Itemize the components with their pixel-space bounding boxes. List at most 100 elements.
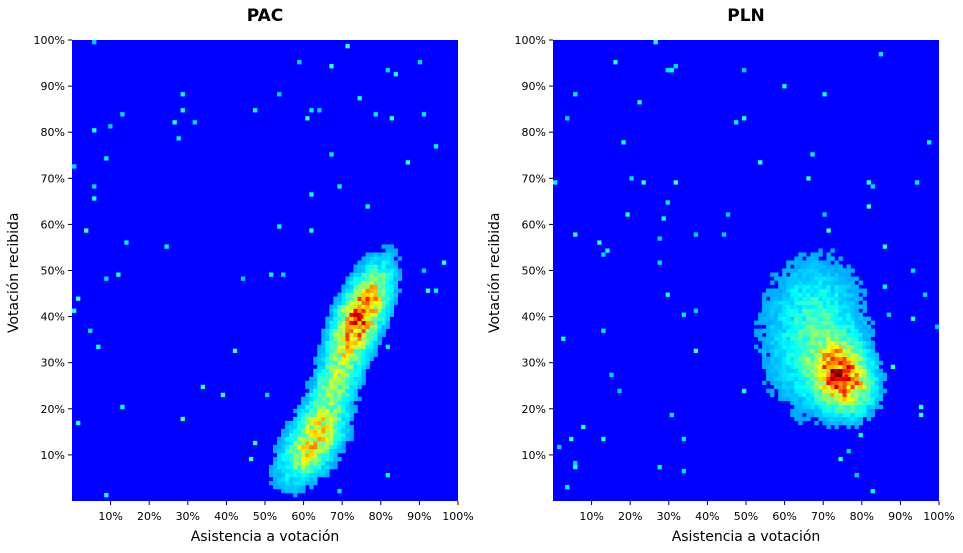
heatmap-cell (826, 228, 831, 233)
peak-cell (844, 374, 849, 379)
heatmap-cell (349, 372, 354, 378)
heatmap-cell (373, 276, 378, 281)
heatmap-cell (369, 352, 374, 357)
heatmap-cell (365, 352, 370, 357)
heatmap-cell (838, 264, 843, 269)
heatmap-cell (834, 360, 839, 366)
heatmap-cell (858, 352, 863, 357)
heatmap-cell (361, 312, 366, 317)
heatmap-cell (786, 264, 791, 269)
heatmap-cell (365, 296, 370, 301)
heatmap-cell (357, 348, 362, 353)
heatmap-cell (301, 404, 306, 410)
heatmap-cell (317, 428, 322, 434)
heatmap-cell (601, 328, 606, 333)
heatmap-cell (790, 324, 795, 329)
heatmap-cell (798, 272, 803, 277)
heatmap-cell (313, 428, 318, 434)
heatmap-cell (373, 264, 378, 269)
heatmap-cell (794, 332, 799, 337)
heatmap-cell (345, 408, 350, 414)
heatmap-cell (369, 328, 374, 333)
heatmap-cell (353, 384, 358, 390)
heatmap-cell (814, 404, 819, 410)
heatmap-cell (862, 300, 867, 305)
y-tick-label: 30% (41, 357, 65, 370)
heatmap-cell (329, 324, 334, 329)
heatmap-cell (762, 380, 767, 386)
heatmap-cell (317, 452, 322, 458)
heatmap-cell (842, 280, 847, 285)
heatmap-cell (858, 412, 863, 418)
heatmap-cell (778, 296, 783, 301)
x-tick-label: 90% (888, 510, 912, 523)
heatmap-cell (830, 284, 835, 289)
heatmap-cell (669, 412, 674, 418)
heatmap-cell (814, 384, 819, 390)
heatmap-cell (818, 388, 823, 394)
heatmap-cell (846, 264, 851, 269)
heatmap-cell (297, 448, 302, 454)
heatmap-cell (778, 396, 783, 402)
heatmap-cell (325, 376, 330, 382)
heatmap-cell (798, 344, 803, 349)
heatmap-cell (373, 332, 378, 337)
heatmap-cell (794, 376, 799, 382)
heatmap-cell (361, 300, 366, 305)
heatmap-cell (361, 368, 366, 374)
heatmap-cell (818, 276, 823, 281)
heatmap-cell (325, 436, 330, 442)
heatmap-cell (345, 416, 350, 422)
heatmap-cell (337, 448, 342, 454)
heatmap-cell (794, 328, 799, 333)
heatmap-cell (830, 408, 835, 414)
heatmap-cell (802, 392, 807, 398)
heatmap-cell (293, 464, 298, 470)
heatmap-cell (830, 356, 835, 361)
heatmap-cell (854, 420, 859, 426)
heatmap-cell (830, 384, 835, 390)
heatmap-cell (798, 364, 803, 370)
heatmap-cell (357, 284, 362, 289)
heatmap-cell (341, 356, 346, 361)
heatmap-cell (846, 364, 851, 370)
heatmap-cell (337, 312, 342, 317)
heatmap-cell (798, 360, 803, 366)
heatmap-cell (858, 392, 863, 398)
heatmap-cell (802, 400, 807, 406)
heatmap-cell (762, 316, 767, 321)
heatmap-cell (325, 424, 330, 430)
heatmap-cell (333, 432, 338, 438)
heatmap-cell (842, 296, 847, 301)
x-tick-label: 80% (369, 510, 393, 523)
heatmap-cell (810, 264, 815, 269)
heatmap-cell (385, 308, 390, 313)
heatmap-cell (810, 384, 815, 390)
y-axis-label: Votación recibida (487, 212, 503, 334)
heatmap-cell (305, 412, 310, 418)
heatmap-cell (293, 420, 298, 426)
heatmap-cell (369, 324, 374, 329)
heatmap-cell (329, 344, 334, 349)
heatmap-cell (317, 432, 322, 438)
heatmap-cell (778, 344, 783, 349)
heatmap-cell (341, 444, 346, 450)
heatmap-cell (826, 404, 831, 410)
heatmap-cell (838, 372, 843, 378)
heatmap-cell (842, 344, 847, 349)
heatmap-cell (333, 464, 338, 470)
heatmap-cell (842, 400, 847, 406)
heatmap-cell (846, 372, 851, 378)
heatmap-cell (341, 304, 346, 309)
heatmap-cell (329, 404, 334, 410)
heatmap-cell (758, 316, 763, 321)
heatmap-cell (365, 328, 370, 333)
heatmap-cell (305, 456, 310, 462)
heatmap-cell (758, 336, 763, 341)
heatmap-cell (842, 368, 847, 374)
heatmap-cell (834, 404, 839, 410)
heatmap-cell (758, 160, 763, 165)
heatmap-cell (349, 408, 354, 414)
heatmap-cell (361, 352, 366, 357)
heatmap-cell (373, 304, 378, 309)
